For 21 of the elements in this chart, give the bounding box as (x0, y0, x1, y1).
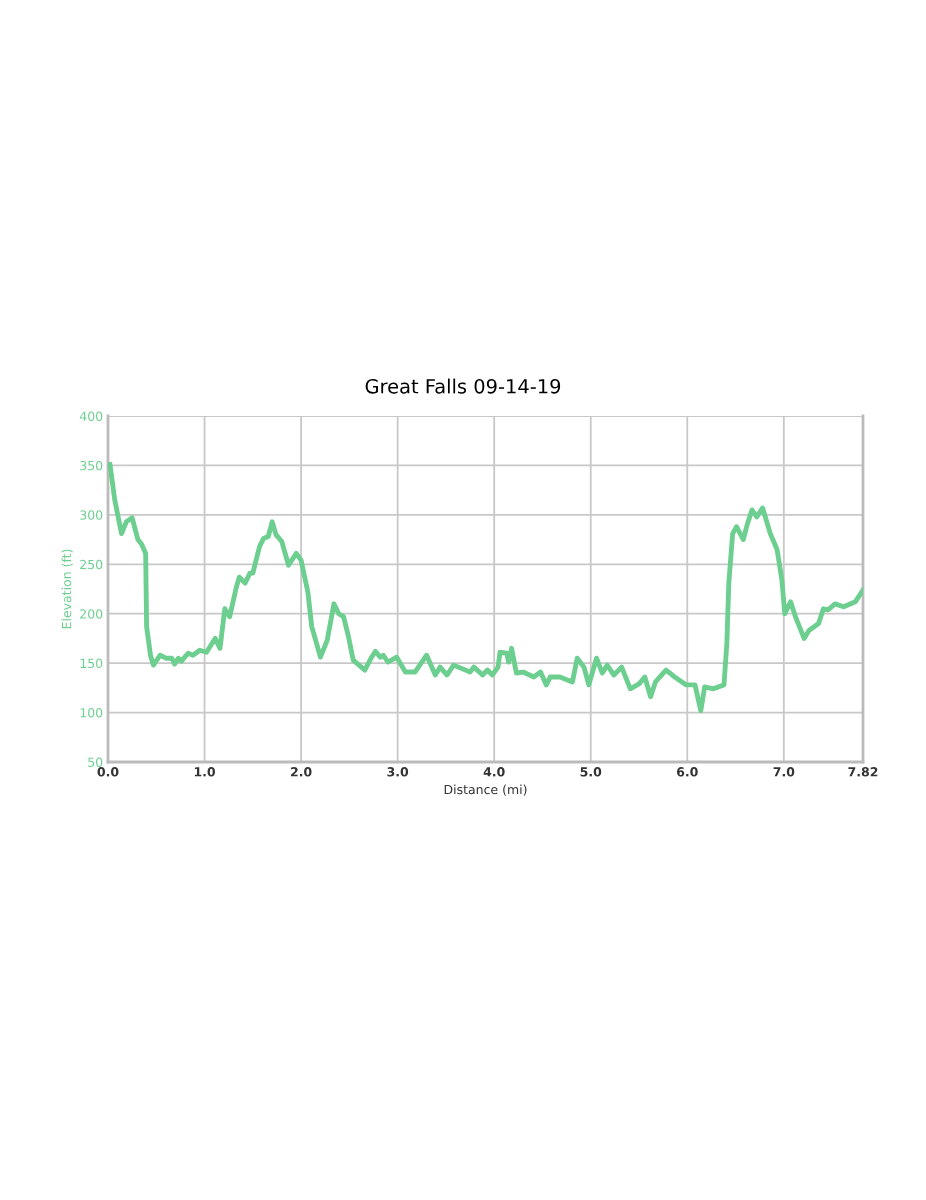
x-tick-label: 7.0 (773, 767, 795, 777)
x-tick-label: 7.82 (848, 767, 878, 777)
y-tick-label: 400 (79, 411, 103, 421)
x-tick-label: 3.0 (387, 767, 409, 777)
line-series (108, 462, 863, 714)
chart-title: Great Falls 09-14-19 (365, 378, 561, 394)
y-tick-label: 300 (80, 510, 103, 520)
x-tick-label: 5.0 (580, 767, 602, 777)
x-tick-label: 6.0 (676, 767, 698, 777)
y-tick-label: 250 (80, 559, 103, 570)
x-tick-label: 0.0 (97, 767, 119, 777)
y-tick-label: 50 (88, 757, 103, 767)
y-tick-label: 100 (80, 708, 103, 718)
x-axis-title: Distance (mi) (444, 784, 527, 796)
y-axis-title: Elevation (ft) (61, 549, 73, 629)
y-tick-label: 350 (80, 460, 103, 471)
y-tick-label: 200 (80, 609, 103, 619)
x-tick-label: 2.0 (291, 767, 312, 777)
x-tick-label: 1.0 (194, 767, 216, 777)
x-tick-label: 4.0 (483, 767, 505, 777)
y-tick-label: 150 (80, 658, 103, 669)
